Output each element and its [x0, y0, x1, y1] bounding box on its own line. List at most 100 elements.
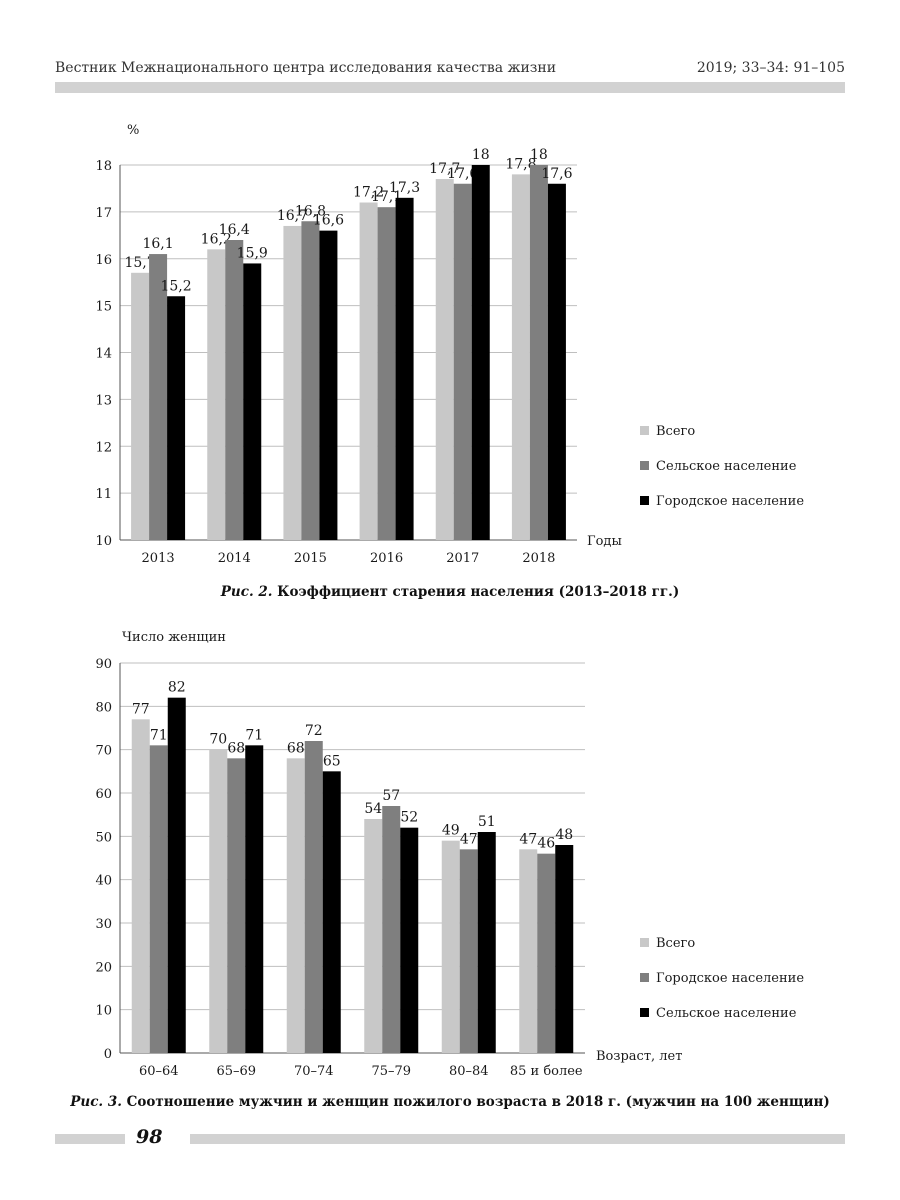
figure-3-number: Рис. 3.	[70, 1094, 122, 1110]
data-label: 17,1	[371, 189, 402, 205]
data-label: 15,7	[124, 255, 155, 271]
data-label: 47	[519, 831, 537, 847]
bar-2	[529, 165, 548, 540]
bar-2	[377, 207, 396, 540]
y-tick-label: 70	[95, 744, 112, 759]
figure-2-caption: Рис. 2. Коэффициент старения населения (…	[0, 584, 900, 600]
legend-label: Городское население	[656, 494, 804, 509]
bar-1	[441, 840, 460, 1053]
legend-swatch	[640, 496, 649, 505]
data-label: 15,9	[237, 245, 268, 261]
data-label: 72	[305, 723, 323, 739]
figure-2-text: Коэффициент старения населения (2013–201…	[277, 584, 680, 600]
y-tick-label: 30	[95, 917, 112, 932]
data-label: 17,2	[353, 185, 384, 201]
bar-3	[245, 745, 264, 1053]
data-label: 16,2	[201, 231, 232, 247]
bar-2	[382, 806, 401, 1053]
x-tick-label: 2017	[446, 551, 479, 566]
data-label: 68	[227, 740, 245, 756]
data-label: 54	[364, 801, 382, 817]
y-tick-label: 17	[95, 206, 112, 221]
y-tick-label: 50	[95, 830, 112, 845]
bar-2	[225, 240, 244, 540]
data-label: 17,3	[389, 180, 420, 196]
x-tick-label: 2016	[370, 551, 403, 566]
y-tick-label: 20	[95, 960, 112, 975]
x-tick-label: 65–69	[216, 1064, 256, 1075]
figure-2-number: Рис. 2.	[220, 584, 273, 600]
figure-3-caption: Рис. 3. Соотношение мужчин и женщин пожи…	[0, 1094, 900, 1110]
x-tick-label: 70–74	[294, 1064, 334, 1075]
sex-ratio-chart: 0 10 20 30 40 50 60 70 80 90 Число женщин Возраст, …	[0, 615, 900, 1075]
data-label: 17,6	[447, 166, 478, 182]
bar-3	[471, 165, 490, 540]
data-label: 16,7	[277, 208, 308, 224]
data-label: 70	[209, 732, 227, 748]
y-tick-label: 10	[95, 534, 112, 549]
bar-1	[283, 225, 302, 540]
data-label: 68	[287, 740, 305, 756]
bar-3	[243, 263, 262, 540]
bar-3	[547, 183, 566, 540]
legend-label: Сельское население	[656, 459, 797, 474]
bar-3	[167, 697, 186, 1053]
bar-1	[131, 719, 150, 1053]
x-tick-label: 2013	[142, 551, 175, 566]
legend-swatch	[640, 973, 649, 982]
footer-rule-left	[55, 1134, 125, 1144]
legend-swatch	[640, 461, 649, 470]
bar-1	[286, 758, 305, 1053]
data-label: 82	[168, 680, 186, 696]
bar-2	[227, 758, 246, 1053]
data-label: 18	[530, 147, 548, 163]
page-number: 98	[136, 1126, 163, 1148]
bar-3	[477, 832, 496, 1053]
x-tick-label: 2015	[294, 551, 327, 566]
bar-3	[400, 827, 419, 1053]
data-label: 16,4	[219, 222, 250, 238]
bar-3	[319, 230, 338, 540]
data-label: 16,6	[313, 213, 344, 229]
bar-1	[209, 749, 228, 1053]
y-tick-label: 12	[95, 440, 112, 455]
bar-3	[395, 197, 414, 540]
running-head: Вестник Межнационального центра исследов…	[55, 60, 845, 76]
data-label: 46	[537, 836, 555, 852]
legend-label: Сельское население	[656, 1006, 797, 1021]
bar-2	[304, 741, 323, 1053]
figure-3-text: Соотношение мужчин и женщин пожилого воз…	[126, 1094, 830, 1110]
journal-title: Вестник Межнационального центра исследов…	[55, 60, 557, 76]
data-label: 16,8	[295, 203, 326, 219]
bar-3	[322, 771, 341, 1053]
y-tick-label: 16	[95, 253, 112, 268]
data-label: 47	[460, 831, 478, 847]
bar-3	[167, 296, 186, 540]
y-tick-label: 80	[95, 700, 112, 715]
legend-label: Всего	[656, 936, 695, 951]
x-tick-label: 60–64	[139, 1064, 179, 1075]
bar-1	[207, 249, 226, 540]
y-tick-label: 40	[95, 874, 112, 889]
legend-label: Всего	[656, 424, 695, 439]
bar-2	[459, 849, 478, 1053]
bar-1	[511, 174, 530, 540]
y-tick-label: 0	[104, 1047, 112, 1062]
y-tick-label: 60	[95, 787, 112, 802]
data-label: 65	[323, 753, 341, 769]
bar-2	[149, 254, 168, 540]
legend-swatch	[640, 426, 649, 435]
header-rule	[55, 82, 845, 93]
bar-1	[364, 819, 383, 1053]
y-tick-label: 90	[95, 657, 112, 672]
y-tick-label: 13	[95, 393, 112, 408]
aging-coefficient-chart-svg: 10 11 12 13 14 15 16 17 18% Годы 15,7 16,1 15,2 2013 1…	[95, 123, 804, 566]
data-label: 52	[400, 810, 418, 826]
bar-3	[555, 845, 574, 1053]
y-tick-label: 18	[95, 159, 112, 174]
x-tick-label: 75–79	[371, 1064, 411, 1075]
x-axis-label: Возраст, лет	[596, 1049, 682, 1064]
journal-citation: 2019; 33–34: 91–105	[696, 60, 845, 76]
bar-1	[359, 202, 378, 540]
bar-2	[453, 183, 472, 540]
